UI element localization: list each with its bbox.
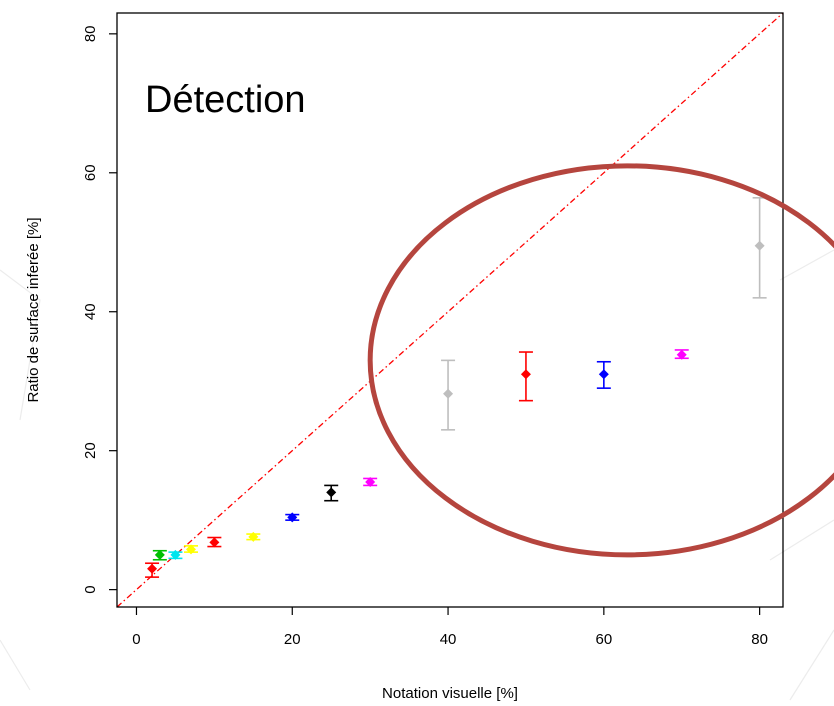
data-point-5 [168,549,183,560]
marker-30 [365,476,376,487]
x-tick-label-60: 60 [595,631,612,648]
x-tick-label-80: 80 [751,631,768,648]
marker-2 [147,563,158,574]
marker-7 [186,544,196,555]
y-axis-label: Ratio de surface inferée [%] [25,217,42,402]
chart-annotation: Détection [145,79,306,121]
background-decoration [0,249,834,701]
data-point-60 [596,360,611,389]
y-tick-label-0: 0 [82,585,99,593]
marker-10 [209,537,220,548]
data-point-25 [324,484,339,502]
x-tick-label-40: 40 [440,631,457,648]
highlight-ellipse [367,163,834,558]
y-tick-label-40: 40 [82,303,99,320]
marker-25 [326,487,337,498]
data-point-40 [441,359,456,431]
marker-3 [154,549,165,560]
y-axis: 0 20 40 60 80 [82,25,117,594]
marker-20 [287,512,298,523]
data-point-2 [145,562,160,578]
data-point-3 [152,549,167,561]
y-tick-label-80: 80 [82,25,99,42]
reference-line-y-equals-x [117,13,783,607]
marker-60 [598,369,609,380]
data-point-30 [363,476,378,487]
x-axis-label: Notation visuelle [%] [382,685,518,702]
marker-15 [248,531,259,542]
y-tick-label-60: 60 [82,164,99,181]
data-point-80 [752,197,767,299]
marker-80 [754,240,765,251]
x-tick-label-20: 20 [284,631,301,648]
y-tick-label-20: 20 [82,442,99,459]
x-tick-label-0: 0 [132,631,140,648]
x-axis: 0 20 40 60 80 [132,607,768,648]
plot-area [117,13,783,607]
marker-5 [170,549,181,560]
data-point-15 [246,531,261,542]
data-point-20 [285,512,300,523]
data-point-7 [184,544,198,555]
marker-40 [443,388,454,399]
plot-frame [116,12,784,608]
marker-50 [520,369,531,380]
data-point-50 [518,351,533,402]
data-point-10 [207,536,222,548]
marker-70 [676,349,687,360]
data-point-70 [674,349,689,360]
